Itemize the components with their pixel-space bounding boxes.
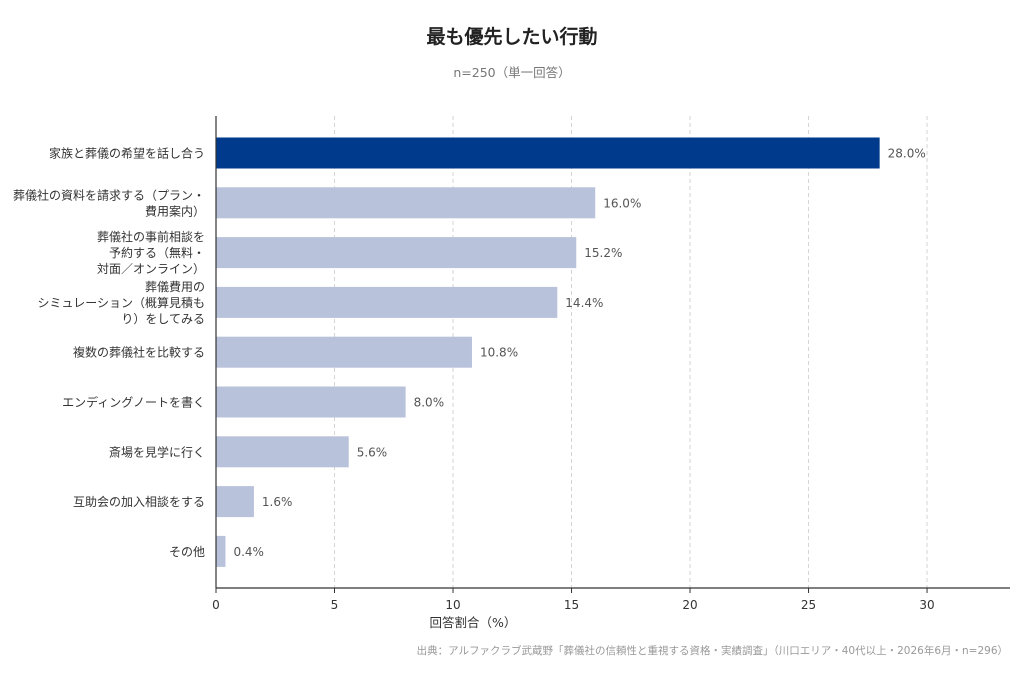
- bar-8: [216, 535, 226, 567]
- x-tick-label-15: 15: [564, 598, 579, 612]
- category-label-line: り）をしてみる: [121, 312, 205, 326]
- category-label-6: 斎場を見学に行く: [109, 444, 205, 459]
- value-label-2: 15.2%: [584, 246, 622, 260]
- value-label-1: 16.0%: [603, 196, 641, 210]
- bar-7: [216, 486, 254, 518]
- bar-3: [216, 286, 558, 318]
- x-tick-label-10: 10: [445, 598, 460, 612]
- category-label-4: 複数の葬儀社を比較する: [73, 345, 205, 360]
- category-label-1: 葬儀社の資料を請求する（プラン・費用案内）: [13, 187, 205, 218]
- category-label-line: 葬儀費用の: [145, 279, 205, 294]
- bars: [216, 137, 880, 567]
- value-label-7: 1.6%: [262, 495, 293, 509]
- chart-title: 最も優先したい行動: [426, 26, 598, 48]
- x-tick-label-0: 0: [212, 598, 220, 612]
- x-axis-title: 回答割合（%）: [430, 615, 517, 630]
- source-note: 出典：アルファクラブ武蔵野「葬儀社の信頼性と重視する資格・実績調査」（川口エリア…: [416, 645, 1008, 657]
- category-label-line: シミュレーション（概算見積も: [37, 295, 205, 310]
- bar-2: [216, 237, 577, 269]
- value-label-8: 0.4%: [233, 545, 264, 559]
- category-label-line: 葬儀社の事前相談を: [97, 229, 205, 244]
- category-label-3: 葬儀費用のシミュレーション（概算見積もり）をしてみる: [37, 279, 205, 326]
- category-label-line: その他: [169, 545, 205, 559]
- value-labels: 28.0% 16.0% 15.2% 14.4% 10.8% 8.0% 5.6% 1.6% 0.4…: [233, 147, 925, 559]
- category-label-line: 予約する（無料・: [109, 245, 205, 260]
- category-label-line: 葬儀社の資料を請求する（プラン・: [13, 187, 205, 202]
- value-label-3: 14.4%: [565, 296, 603, 310]
- x-tick-label-5: 5: [331, 598, 339, 612]
- category-label-line: 家族と葬儀の希望を話し合う: [49, 146, 205, 161]
- value-label-4: 10.8%: [480, 346, 518, 360]
- category-label-0: 家族と葬儀の希望を話し合う: [49, 146, 205, 161]
- category-label-line: エンディングノートを書く: [62, 395, 205, 410]
- value-label-0: 28.0%: [888, 147, 926, 161]
- bar-0: [216, 137, 880, 169]
- category-label-line: 対面／オンライン）: [97, 262, 205, 276]
- category-label-line: 複数の葬儀社を比較する: [73, 345, 205, 360]
- chart-subtitle: n=250（単一回答）: [453, 65, 571, 80]
- value-label-5: 8.0%: [414, 396, 445, 410]
- bar-1: [216, 187, 596, 219]
- category-label-8: その他: [169, 545, 205, 559]
- x-tick-label-25: 25: [801, 598, 816, 612]
- category-label-7: 互助会の加入相談をする: [73, 494, 205, 509]
- bar-5: [216, 386, 406, 418]
- category-label-line: 互助会の加入相談をする: [73, 494, 205, 509]
- bar-4: [216, 336, 472, 368]
- x-tick-label-20: 20: [682, 598, 697, 612]
- category-label-line: 斎場を見学に行く: [109, 444, 205, 459]
- category-label-5: エンディングノートを書く: [62, 395, 205, 410]
- axes: [215, 116, 1010, 589]
- x-tick-labels: 0 5 10 15 20 25 30: [212, 588, 935, 612]
- x-tick-label-30: 30: [919, 598, 934, 612]
- category-label-line: 費用案内）: [145, 203, 205, 218]
- bar-6: [216, 436, 349, 468]
- category-label-2: 葬儀社の事前相談を予約する（無料・対面／オンライン）: [97, 229, 205, 276]
- value-label-6: 5.6%: [357, 445, 388, 459]
